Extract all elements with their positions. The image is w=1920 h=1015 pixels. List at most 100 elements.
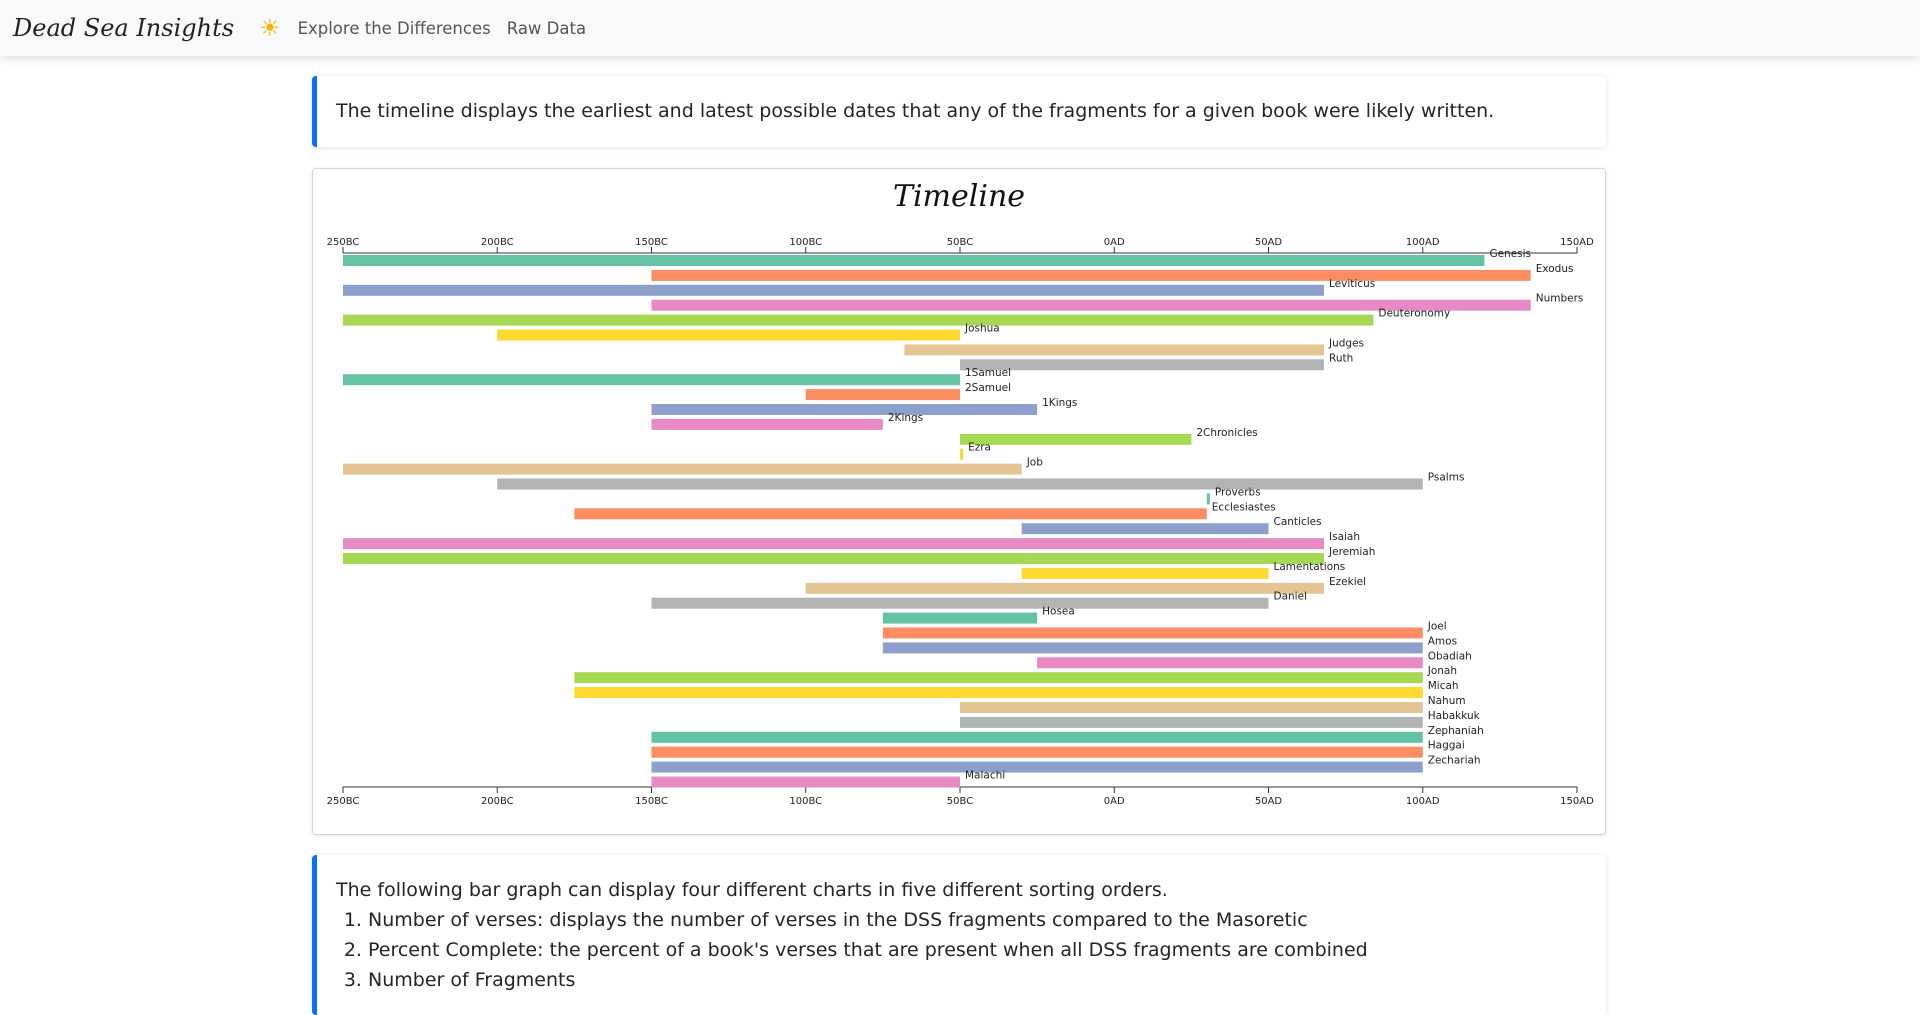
timeline-bar-label-exodus: Exodus [1536, 263, 1574, 275]
timeline-bar-label-2chronicles: 2Chronicles [1196, 427, 1257, 439]
timeline-bar-nahum [960, 702, 1423, 713]
timeline-bar-lamentations [1021, 567, 1269, 579]
top-axis-tick-label: 150AD [1560, 237, 1594, 248]
timeline-bar-label-nahum: Nahum [1428, 695, 1466, 707]
timeline-bar-proverbs [1206, 493, 1210, 505]
top-axis-tick-label: 250BC [327, 237, 360, 248]
top-axis-tick-label: 100AD [1406, 237, 1440, 248]
timeline-description-text: The timeline displays the earliest and l… [336, 100, 1495, 122]
timeline-bar-label-canticles: Canticles [1274, 516, 1322, 528]
bottom-axis-tick-label: 50AD [1255, 796, 1283, 807]
timeline-bar-leviticus [343, 284, 1325, 296]
top-axis-tick-label: 200BC [481, 237, 514, 248]
top-axis-tick-label: 0AD [1104, 237, 1125, 248]
timeline-bar-2samuel [805, 389, 960, 401]
timeline-bar-zephaniah [651, 731, 1423, 743]
navbar: Dead Sea Insights ☀ Explore the Differen… [0, 0, 1920, 56]
timeline-bar-label-joel: Joel [1427, 621, 1447, 633]
timeline-bar-ezekiel [805, 582, 1325, 594]
timeline-card: Timeline 250BC 200BC 150BC 100BC 50BC 0AD 50AD… [312, 168, 1606, 835]
timeline-bar-label-2kings: 2Kings [888, 412, 923, 424]
timeline-bar-canticles [1021, 523, 1269, 535]
timeline-bar-micah [574, 687, 1423, 699]
timeline-bar-label-judges: Judges [1328, 337, 1364, 349]
bottom-axis-tick-label: 100AD [1406, 796, 1440, 807]
timeline-bar-label-habakkuk: Habakkuk [1428, 710, 1481, 722]
bottom-axis-tick-label: 50BC [947, 796, 973, 807]
timeline-bar-label-lamentations: Lamentations [1274, 561, 1346, 573]
timeline-bar-2kings [651, 418, 883, 430]
timeline-bar-label-2samuel: 2Samuel [965, 382, 1011, 394]
timeline-bar-ecclesiastes [574, 508, 1207, 520]
timeline-bar-judges [904, 344, 1325, 356]
top-axis-tick-label: 100BC [789, 237, 822, 248]
timeline-bar-job [343, 463, 1022, 475]
timeline-bar-hosea [882, 612, 1038, 624]
bottom-axis-tick-label: 150AD [1560, 796, 1594, 807]
timeline-bar-amos [882, 642, 1423, 654]
timeline-bar-joel [882, 627, 1423, 639]
timeline-bar-ruth [960, 359, 1325, 371]
timeline-bar-label-leviticus: Leviticus [1329, 278, 1375, 290]
timeline-bar-label-joshua: Joshua [964, 323, 1000, 335]
bottom-axis-tick-label: 150BC [635, 796, 668, 807]
timeline-bar-psalms [497, 478, 1423, 490]
timeline-bar-label-obadiah: Obadiah [1428, 650, 1472, 662]
bar-graph-lead-text: The following bar graph can display four… [336, 879, 1168, 901]
timeline-bar-label-numbers: Numbers [1536, 293, 1584, 305]
timeline-bar-genesis [343, 255, 1485, 266]
nav-link-explore-differences[interactable]: Explore the Differences [297, 18, 491, 38]
timeline-bar-label-job: Job [1026, 457, 1044, 469]
timeline-bar-label-haggai: Haggai [1428, 740, 1465, 752]
timeline-bar-label-proverbs: Proverbs [1215, 486, 1261, 498]
sun-icon[interactable]: ☀ [259, 14, 281, 42]
timeline-bar-obadiah [1037, 657, 1423, 669]
timeline-bar-label-amos: Amos [1428, 635, 1457, 647]
timeline-bar-label-jonah: Jonah [1427, 665, 1457, 677]
timeline-bar-malachi [651, 776, 960, 788]
bottom-axis-tick-label: 200BC [481, 796, 514, 807]
timeline-bar-label-hosea: Hosea [1042, 606, 1075, 618]
bar-graph-description-callout: The following bar graph can display four… [312, 855, 1606, 1015]
timeline-bar-numbers [651, 299, 1531, 311]
chart-title: Timeline [892, 179, 1026, 214]
timeline-bar-label-zephaniah: Zephaniah [1428, 725, 1484, 737]
timeline-bar-label-isaiah: Isaiah [1329, 531, 1360, 543]
top-axis-tick-label: 50BC [947, 237, 973, 248]
timeline-bar-ezra [960, 448, 964, 460]
timeline-bar-deuteronomy [343, 314, 1374, 326]
brand-logo[interactable]: Dead Sea Insights [13, 14, 235, 42]
timeline-bar-label-zechariah: Zechariah [1428, 755, 1481, 767]
timeline-bar-label-1kings: 1Kings [1042, 397, 1077, 409]
bottom-axis-tick-label: 100BC [789, 796, 822, 807]
timeline-bar-haggai [651, 746, 1423, 758]
timeline-bar-isaiah [343, 538, 1325, 550]
timeline-bar-label-jeremiah: Jeremiah [1328, 546, 1375, 558]
timeline-bar-exodus [651, 269, 1531, 281]
timeline-bar-joshua [497, 329, 960, 341]
bar-graph-options-list: Number of verses: displays the number of… [336, 905, 1606, 995]
timeline-bar-label-micah: Micah [1428, 680, 1459, 692]
bottom-axis-tick-label: 250BC [327, 796, 360, 807]
timeline-bar-jonah [574, 672, 1423, 684]
timeline-bar-habakkuk [960, 716, 1423, 728]
timeline-description-callout: The timeline displays the earliest and l… [312, 76, 1606, 147]
timeline-bar-label-ecclesiastes: Ecclesiastes [1212, 501, 1276, 513]
timeline-bar-label-1samuel: 1Samuel [965, 367, 1011, 379]
timeline-bar-label-genesis: Genesis [1489, 248, 1531, 260]
timeline-bar-2chronicles [960, 433, 1192, 445]
timeline-bar-label-ezra: Ezra [968, 442, 991, 454]
timeline-bar-label-psalms: Psalms [1428, 472, 1465, 484]
timeline-chart: 250BC 200BC 150BC 100BC 50BC 0AD 50AD 100AD 150A… [327, 237, 1594, 807]
top-axis-tick-label: 50AD [1255, 237, 1283, 248]
timeline-bar-jeremiah [343, 553, 1325, 564]
timeline-bar-daniel [651, 597, 1269, 609]
bottom-axis-tick-label: 0AD [1104, 796, 1125, 807]
list-item: Percent Complete: the percent of a book'… [368, 935, 1606, 965]
list-item: Number of Fragments [368, 965, 1606, 995]
timeline-bar-1samuel [343, 374, 960, 386]
timeline-bar-label-ruth: Ruth [1329, 352, 1353, 364]
timeline-bar-label-ezekiel: Ezekiel [1329, 576, 1366, 588]
list-item: Number of verses: displays the number of… [368, 905, 1606, 935]
nav-link-raw-data[interactable]: Raw Data [506, 18, 587, 38]
